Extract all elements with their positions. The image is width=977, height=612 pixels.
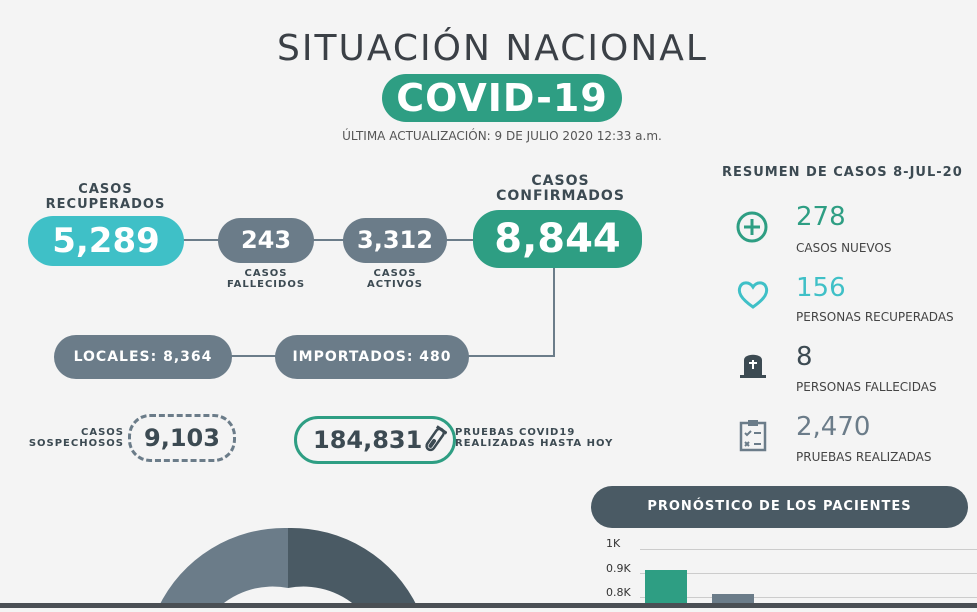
suspected-label: CASOS SOSPECHOSOS [28, 427, 124, 449]
y-tick: 1K [606, 537, 621, 550]
summary-new-label: CASOS NUEVOS [796, 241, 892, 255]
donut-segment [158, 527, 288, 608]
suspected-value: 9,103 [128, 414, 236, 462]
gridline [640, 573, 977, 574]
recovered-label-line-1: CASOS [78, 182, 133, 197]
active-value: 3,312 [343, 218, 447, 263]
deaths-label-line-1: CASOS [244, 268, 288, 279]
clipboard-icon [738, 418, 768, 456]
donut-segment [288, 527, 418, 608]
confirmed-value: 8,844 [473, 210, 642, 268]
test-tube-icon [421, 425, 448, 461]
page-title: SITUACIÓN NACIONAL [277, 28, 708, 69]
tests-label: PRUEBAS COVID19 REALIZADAS HASTA HOY [455, 427, 635, 449]
deaths-label-line-2: FALLECIDOS [226, 279, 306, 290]
active-label: CASOS ACTIVOS [343, 268, 447, 290]
tests-value: 184,831 [313, 426, 423, 454]
y-tick: 0.9K [606, 562, 631, 575]
summary-tests-value: 2,470 [796, 412, 871, 442]
plus-circle-icon [735, 210, 769, 248]
active-label-line-2: ACTIVOS [367, 279, 423, 290]
forecast-bar [645, 570, 687, 608]
last-update: ÚLTIMA ACTUALIZACIÓN: 9 DE JULIO 2020 12… [342, 129, 662, 143]
summary-new-value: 278 [796, 202, 846, 232]
summary-deaths-value: 8 [796, 342, 813, 372]
y-tick: 0.8K [606, 586, 631, 599]
donut-chart [150, 525, 430, 612]
gridline [640, 549, 977, 550]
locales-pill: LOCALES: 8,364 [54, 335, 232, 379]
importados-pill: IMPORTADOS: 480 [275, 335, 469, 379]
gridline [640, 597, 977, 598]
heart-icon [736, 280, 770, 314]
tests-label-line-2: REALIZADAS HASTA HOY [455, 438, 614, 449]
tests-pill: 184,831 [294, 416, 456, 464]
suspected-label-line-2: SOSPECHOSOS [28, 438, 124, 449]
recovered-value: 5,289 [28, 216, 184, 266]
suspected-label-line-1: CASOS [81, 427, 124, 438]
summary-recovered-value: 156 [796, 273, 846, 303]
connector-line [553, 262, 555, 356]
bottom-strip [0, 603, 977, 608]
summary-recovered-label: PERSONAS RECUPERADAS [796, 310, 954, 324]
summary-deaths-label: PERSONAS FALLECIDAS [796, 380, 937, 394]
confirmed-label-line-2: CONFIRMADOS [496, 188, 625, 204]
confirmed-label-line-1: CASOS [531, 173, 590, 189]
recovered-label: CASOS RECUPERADOS [28, 182, 183, 212]
recovered-label-line-2: RECUPERADOS [45, 197, 166, 212]
deaths-label: CASOS FALLECIDOS [218, 268, 314, 290]
deaths-value: 243 [218, 218, 314, 263]
connector-line [183, 239, 473, 241]
tests-label-line-1: PRUEBAS COVID19 [455, 427, 576, 438]
covid-badge: COVID-19 [382, 74, 622, 122]
summary-title: RESUMEN DE CASOS 8-JUL-20 [722, 165, 963, 180]
summary-tests-label: PRUEBAS REALIZADAS [796, 450, 932, 464]
confirmed-label: CASOS CONFIRMADOS [473, 174, 648, 204]
tombstone-icon [737, 348, 769, 384]
forecast-title: PRONÓSTICO DE LOS PACIENTES [591, 486, 968, 528]
active-label-line-1: CASOS [373, 268, 417, 279]
